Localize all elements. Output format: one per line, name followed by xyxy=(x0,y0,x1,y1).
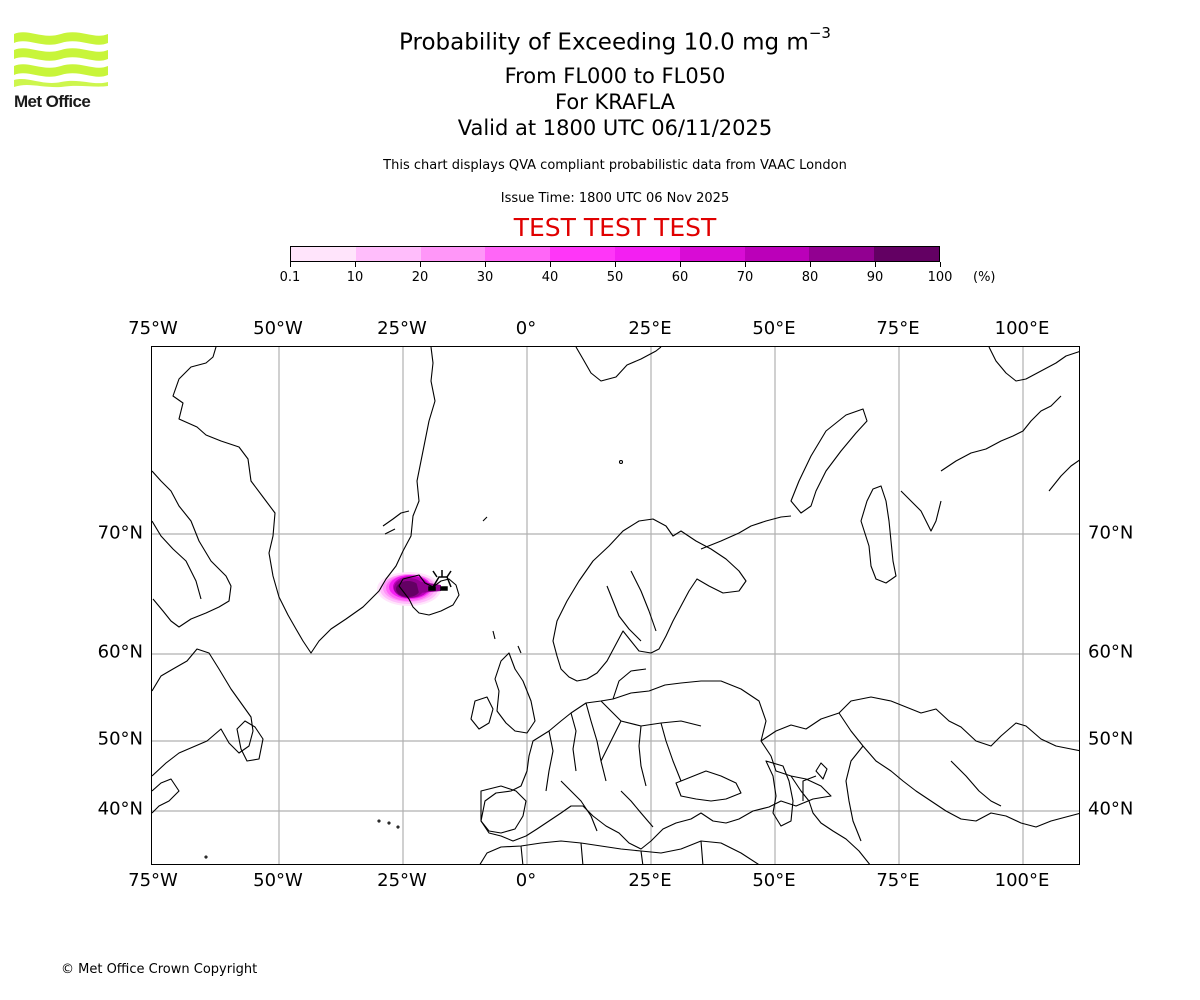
copyright-notice: © Met Office Crown Copyright xyxy=(61,962,258,977)
colorbar-tick xyxy=(940,262,941,267)
colorbar-segment xyxy=(291,247,356,261)
colorbar-segment xyxy=(874,247,939,261)
longitude-label: 75°W xyxy=(128,318,178,339)
colorbar-tick-label: 10 xyxy=(346,270,364,285)
met-office-logo: Met Office xyxy=(14,30,108,112)
met-office-waves-icon xyxy=(14,32,108,88)
colorbar-segment xyxy=(420,247,486,261)
latitude-label: 70°N xyxy=(97,522,143,544)
longitude-label: 50°E xyxy=(752,870,796,891)
longitude-label: 25°W xyxy=(377,318,427,339)
longitude-label: 50°W xyxy=(253,870,303,891)
colorbar-tick xyxy=(745,262,746,267)
longitude-label: 50°W xyxy=(253,318,303,339)
chart-title-main: Probability of Exceeding 10.0 mg m xyxy=(399,29,809,56)
colorbar-unit: (%) xyxy=(973,270,996,285)
colorbar-tick xyxy=(485,262,486,267)
longitude-label: 25°E xyxy=(628,870,672,891)
colorbar-tick-label: 50 xyxy=(606,270,624,285)
longitude-label: 75°E xyxy=(876,870,920,891)
colorbar-segment xyxy=(744,247,810,261)
colorbar-tick-label: 60 xyxy=(671,270,689,285)
colorbar-tick-label: 80 xyxy=(801,270,819,285)
colorbar-tick xyxy=(810,262,811,267)
colorbar-segment xyxy=(679,247,745,261)
latitude-label: 50°N xyxy=(1088,728,1134,750)
colorbar-tick xyxy=(290,262,291,267)
colorbar-tick xyxy=(615,262,616,267)
map-canvas xyxy=(152,347,1079,864)
flight-level-range: From FL000 to FL050 xyxy=(504,64,726,88)
volcano-name: For KRAFLA xyxy=(555,90,675,114)
colorbar-tick-label: 40 xyxy=(541,270,559,285)
longitude-label: 100°E xyxy=(994,318,1050,339)
colorbar-segment xyxy=(550,247,615,261)
colorbar-tick xyxy=(875,262,876,267)
longitude-label: 25°W xyxy=(377,870,427,891)
latitude-label: 40°N xyxy=(97,798,143,820)
chart-description: This chart displays QVA compliant probab… xyxy=(383,158,847,173)
probability-colorbar xyxy=(290,246,940,262)
longitude-label: 0° xyxy=(515,318,537,339)
latitude-label: 40°N xyxy=(1088,798,1134,820)
latitude-label: 60°N xyxy=(97,641,143,663)
colorbar-tick-label: 100 xyxy=(927,270,953,285)
longitude-label: 75°W xyxy=(128,870,178,891)
issue-time: Issue Time: 1800 UTC 06 Nov 2025 xyxy=(500,191,730,206)
latitude-label: 70°N xyxy=(1088,522,1134,544)
valid-time: Valid at 1800 UTC 06/11/2025 xyxy=(457,116,773,140)
longitude-label: 50°E xyxy=(752,318,796,339)
chart-title: Probability of Exceeding 10.0 mg m−3 xyxy=(0,24,1200,56)
graticule xyxy=(152,347,1079,864)
longitude-label: 25°E xyxy=(628,318,672,339)
colorbar-tick xyxy=(420,262,421,267)
volcano-marker-icon xyxy=(428,570,452,591)
chart-title-superscript: −3 xyxy=(808,24,831,42)
longitude-label: 0° xyxy=(515,870,537,891)
longitude-label: 75°E xyxy=(876,318,920,339)
colorbar-segment xyxy=(485,247,551,261)
test-banner: TEST TEST TEST xyxy=(513,213,717,242)
colorbar-segment xyxy=(614,247,680,261)
colorbar-tick-label: 0.1 xyxy=(279,270,301,285)
latitude-label: 50°N xyxy=(97,728,143,750)
colorbar-tick-label: 90 xyxy=(866,270,884,285)
colorbar-tick xyxy=(355,262,356,267)
latitude-label: 60°N xyxy=(1088,641,1134,663)
colorbar-segment xyxy=(809,247,875,261)
colorbar-tick xyxy=(680,262,681,267)
colorbar-tick-label: 30 xyxy=(476,270,494,285)
longitude-label: 100°E xyxy=(994,870,1050,891)
colorbar-tick xyxy=(550,262,551,267)
coastlines xyxy=(152,347,1079,864)
colorbar-tick-label: 20 xyxy=(411,270,429,285)
colorbar-tick-label: 70 xyxy=(736,270,754,285)
map-panel[interactable] xyxy=(151,346,1080,865)
met-office-logo-text: Met Office xyxy=(14,92,91,111)
colorbar-segment xyxy=(355,247,421,261)
